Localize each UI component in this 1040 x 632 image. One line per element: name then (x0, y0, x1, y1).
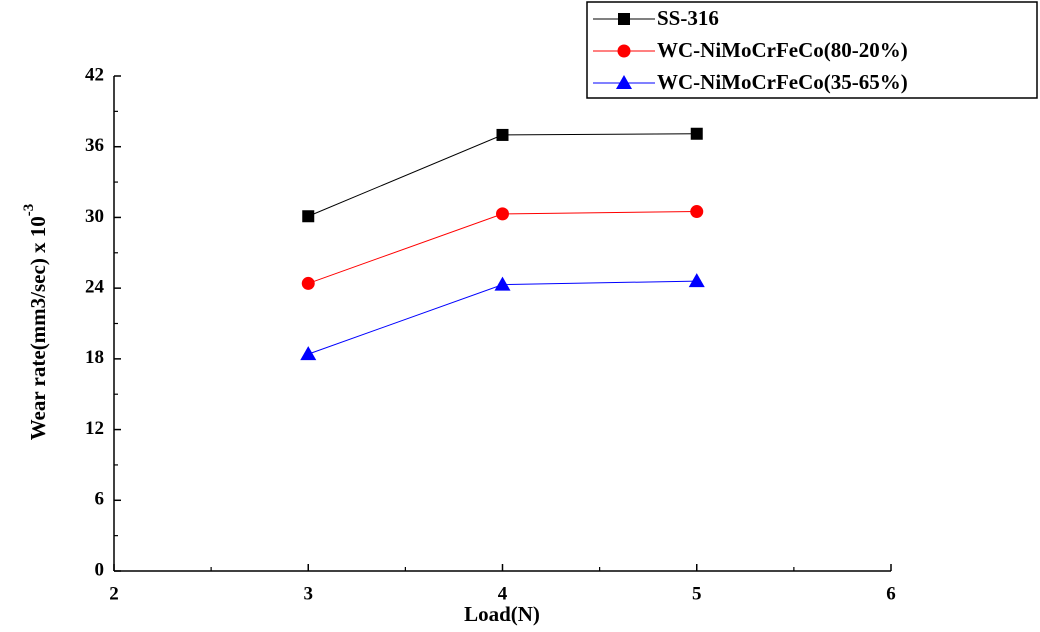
x-tick-label: 4 (498, 583, 508, 604)
marker (496, 207, 509, 221)
y-tick-label: 42 (85, 64, 104, 85)
y-tick-label: 0 (95, 559, 105, 580)
legend-box (586, 1, 1038, 99)
y-tick-label: 24 (85, 277, 105, 298)
marker (301, 276, 315, 290)
legend-label: SS-316 (657, 6, 719, 30)
marker (690, 205, 704, 219)
legend-marker (618, 13, 630, 25)
y-tick-label: 6 (95, 489, 105, 510)
y-tick-label: 30 (85, 206, 104, 227)
marker (300, 346, 317, 361)
series-line (308, 133, 697, 217)
marker (302, 210, 315, 223)
legend-marker (617, 44, 631, 58)
legend-label: WC-NiMoCrFeCo(80-20%) (657, 38, 908, 62)
y-axis-label: Wear rate(mm3/sec) x 10-3 (21, 204, 49, 441)
y-axis-label-text: Wear rate(mm3/sec) x 10 (26, 216, 50, 440)
marker (688, 273, 705, 288)
y-tick-label: 18 (85, 347, 104, 368)
y-axis-label-exponent: -3 (21, 204, 37, 217)
x-tick-label: 5 (692, 583, 702, 604)
marker (690, 127, 703, 140)
y-tick-label: 12 (85, 418, 104, 439)
x-axis-label: Load(N) (464, 602, 540, 626)
x-tick-label: 3 (304, 583, 314, 604)
marker (494, 276, 511, 291)
x-tick-label: 6 (886, 583, 896, 604)
series-line (308, 211, 697, 284)
legend-label: WC-NiMoCrFeCo(35-65%) (657, 70, 908, 94)
marker (496, 128, 509, 141)
series-line (308, 280, 697, 355)
y-tick-label: 36 (85, 135, 104, 156)
x-tick-label: 2 (109, 583, 119, 604)
legend-marker (616, 75, 632, 89)
